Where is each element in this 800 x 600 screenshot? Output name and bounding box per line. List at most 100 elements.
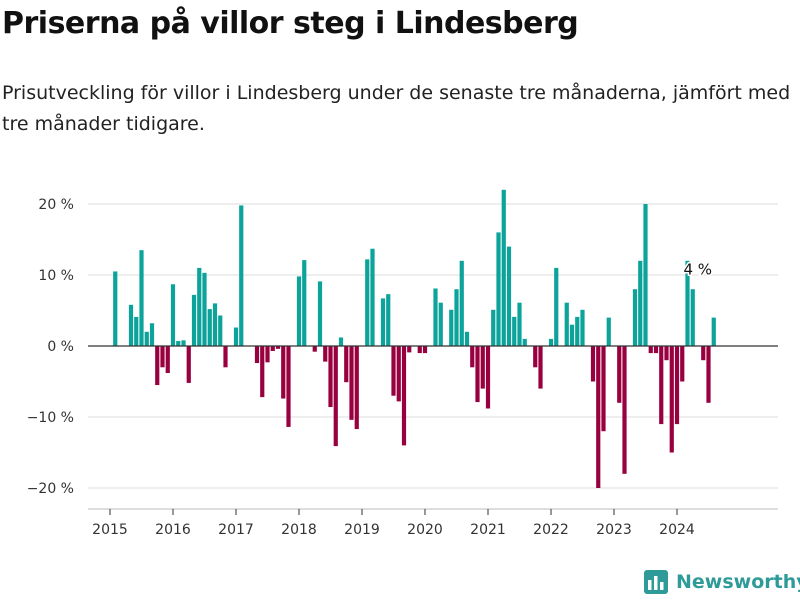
bar	[270, 346, 275, 351]
bar	[601, 346, 606, 432]
bar	[617, 346, 622, 403]
x-tick-label: 2015	[92, 522, 128, 538]
bar	[380, 298, 386, 346]
bar	[580, 309, 585, 346]
bar	[606, 317, 611, 346]
x-tick-label: 2023	[596, 522, 632, 538]
bar	[265, 346, 270, 363]
bar	[239, 205, 244, 346]
bar	[517, 302, 522, 346]
bar	[438, 302, 443, 346]
x-tick-label: 2016	[155, 522, 191, 538]
bar	[638, 260, 643, 346]
y-tick-label: −20 %	[27, 481, 74, 497]
y-tick-label: 10 %	[38, 268, 74, 284]
bar	[128, 304, 134, 346]
bar	[485, 346, 491, 409]
bar	[475, 346, 480, 403]
bar	[506, 246, 512, 346]
y-tick-label: 0 %	[47, 339, 74, 355]
bar	[365, 259, 370, 346]
bar	[569, 324, 575, 346]
bar	[302, 260, 307, 346]
bar	[664, 346, 669, 361]
bar	[632, 289, 638, 346]
bar	[590, 346, 596, 382]
bar	[659, 346, 664, 425]
bar	[344, 346, 349, 383]
bar	[464, 331, 470, 346]
bar	[538, 346, 543, 389]
bar	[333, 346, 338, 447]
bar	[554, 267, 559, 346]
bar	[496, 232, 501, 346]
bar	[622, 346, 627, 474]
bar	[512, 316, 517, 346]
bar	[233, 327, 239, 346]
bar	[176, 341, 181, 346]
bar	[155, 346, 160, 386]
bar	[160, 346, 165, 368]
bar	[706, 346, 711, 403]
bar	[349, 346, 354, 420]
bar	[480, 346, 485, 389]
bar	[396, 346, 401, 402]
bar	[134, 316, 139, 346]
bar	[690, 289, 695, 346]
bar	[212, 303, 218, 346]
bar	[197, 267, 202, 346]
bar	[149, 323, 155, 346]
bar	[575, 316, 580, 346]
y-tick-label: −10 %	[27, 410, 74, 426]
bar	[207, 309, 212, 346]
x-tick-label: 2018	[281, 522, 317, 538]
bar	[643, 204, 648, 346]
bar	[281, 346, 286, 399]
bar	[648, 346, 653, 354]
bar	[144, 331, 149, 346]
bar	[328, 346, 333, 408]
x-tick-label: 2019	[344, 522, 380, 538]
bar	[596, 346, 601, 488]
bar	[417, 346, 422, 354]
bar	[312, 346, 317, 352]
brand-logo: Newsworthy	[644, 566, 800, 598]
bar	[470, 346, 475, 368]
bar	[181, 340, 186, 346]
bar	[449, 309, 454, 346]
bar	[711, 317, 716, 346]
x-tick-label: 2024	[659, 522, 695, 538]
bar	[354, 346, 359, 430]
bar	[254, 346, 260, 364]
bar	[260, 346, 265, 398]
bar	[323, 346, 328, 362]
bar	[422, 346, 428, 354]
bar	[202, 272, 207, 346]
x-tick-label: 2017	[218, 522, 254, 538]
bar	[407, 346, 412, 353]
page-subtitle: Prisutveckling för villor i Lindesberg u…	[2, 82, 791, 135]
bar	[491, 309, 496, 346]
x-tick-label: 2021	[470, 522, 506, 538]
bar	[113, 271, 118, 346]
bar	[433, 288, 438, 346]
bar	[653, 346, 659, 354]
bar	[338, 337, 344, 346]
bar	[391, 346, 396, 396]
y-tick-label: 20 %	[38, 197, 74, 213]
bar	[501, 189, 506, 346]
bar	[370, 248, 375, 346]
bar	[165, 346, 170, 373]
bar	[275, 346, 281, 349]
bar	[223, 346, 228, 368]
bar	[386, 294, 391, 346]
page-title: Priserna på villor steg i Lindesberg	[2, 6, 579, 41]
bar	[674, 346, 680, 425]
bar	[564, 302, 569, 346]
x-tick-label: 2020	[407, 522, 443, 538]
bar	[454, 289, 459, 346]
bar	[317, 281, 323, 346]
bar	[680, 346, 685, 382]
bar	[522, 338, 527, 346]
